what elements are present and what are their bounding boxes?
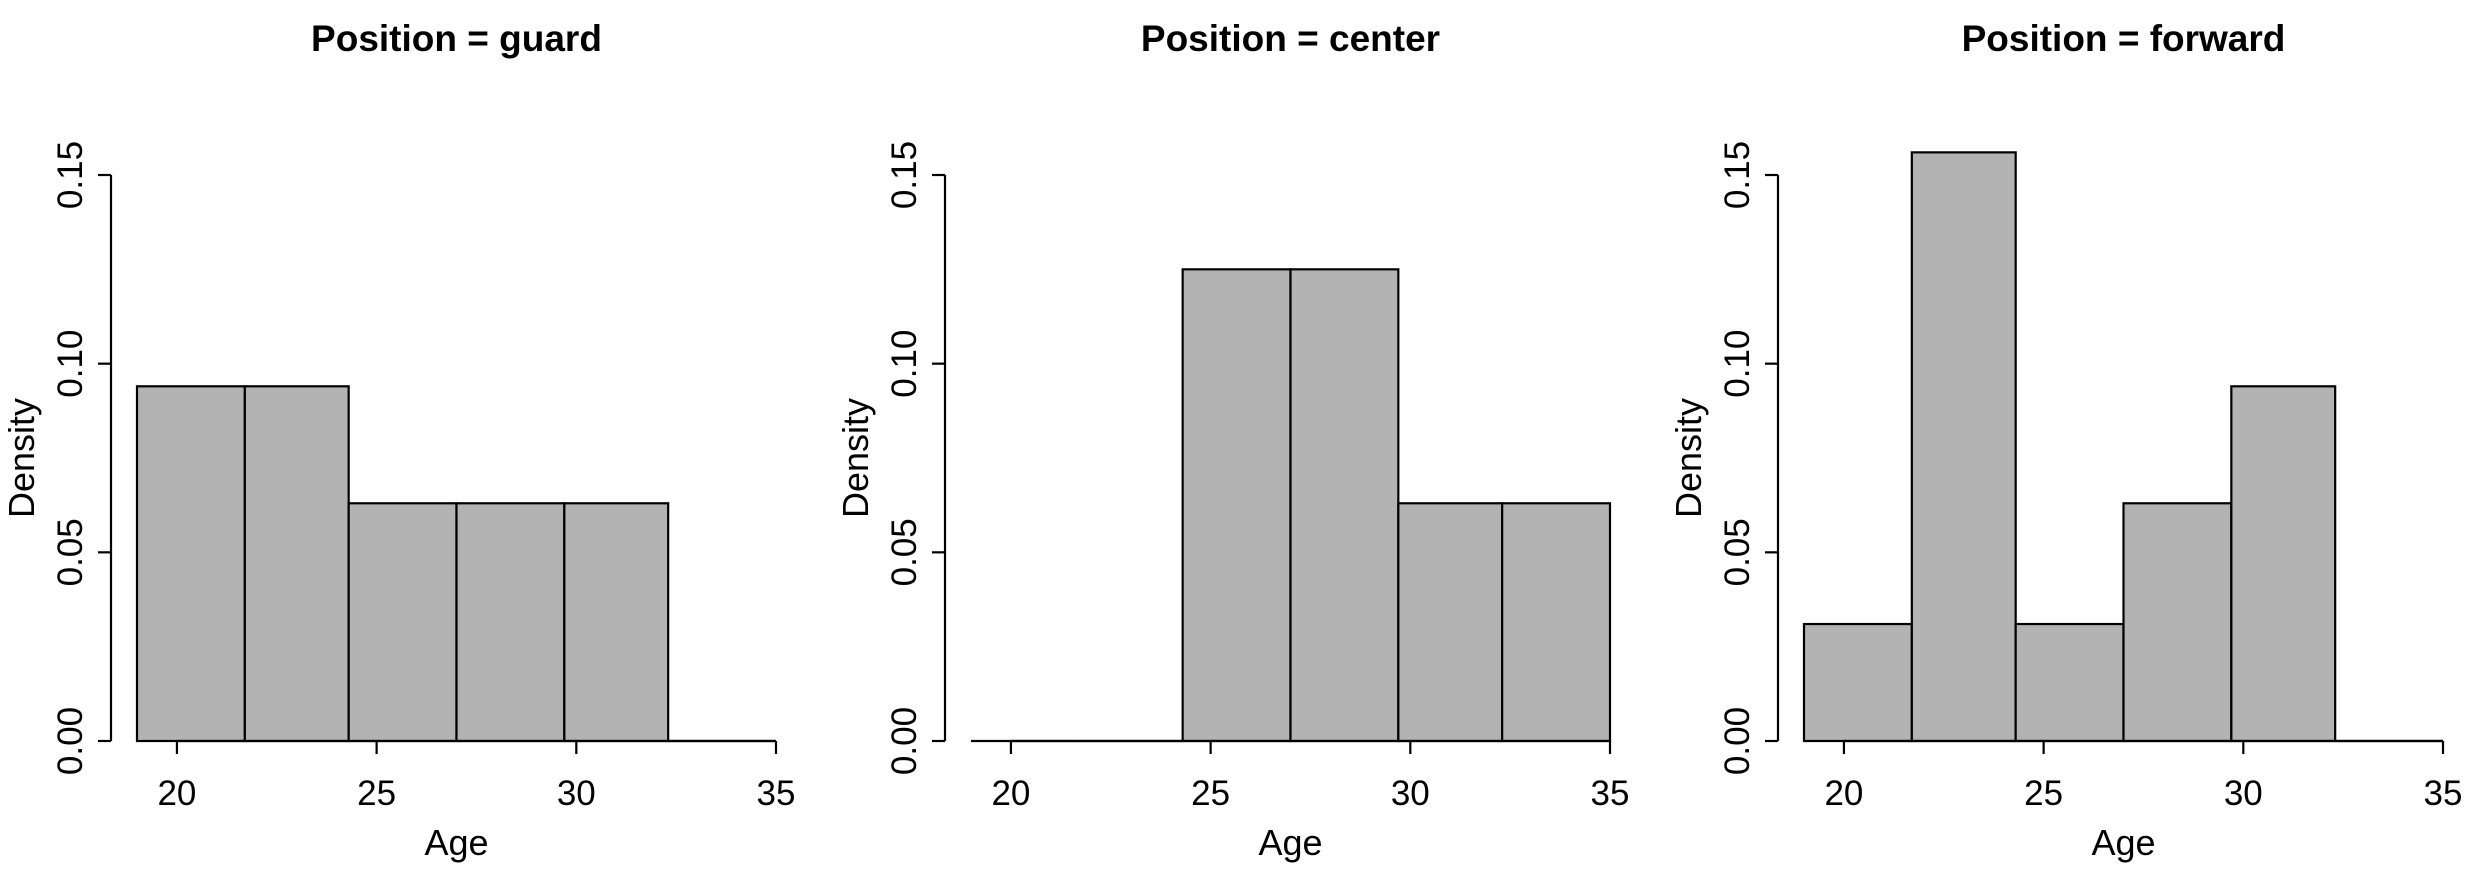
y-tick-label: 0.10 xyxy=(51,330,90,398)
x-tick-label: 35 xyxy=(757,774,796,813)
y-tick-label: 0.05 xyxy=(1718,518,1757,586)
histogram-bar xyxy=(243,385,350,743)
histogram-bar xyxy=(347,502,458,743)
y-tick-label: 0.10 xyxy=(1718,330,1757,398)
y-tick-label: 0.05 xyxy=(51,518,90,586)
panel-title: Position = guard xyxy=(311,18,602,59)
histogram-bar xyxy=(1802,622,1913,743)
histogram-panel-3: Position = forward 0.00 0.05 0.10 0.15 20 25 30… xyxy=(1668,18,2462,863)
panel-title: Position = forward xyxy=(1962,18,2286,59)
panel-title: Position = center xyxy=(1141,18,1440,59)
y-tick-label: 0.15 xyxy=(1718,141,1757,209)
x-axis-label: Age xyxy=(424,822,488,863)
x-tick-label: 25 xyxy=(1191,774,1230,813)
x-tick-label: 25 xyxy=(2024,774,2063,813)
x-tick-label: 20 xyxy=(157,774,196,813)
x-tick-label: 25 xyxy=(357,774,396,813)
y-axis-label: Density xyxy=(1668,398,1709,518)
histogram-bar xyxy=(1181,268,1292,743)
y-tick-label: 0.15 xyxy=(885,141,924,209)
y-tick-label: 0.00 xyxy=(1718,707,1757,775)
x-tick-label: 35 xyxy=(2424,774,2463,813)
histogram-bar xyxy=(2014,622,2125,743)
histogram-bar xyxy=(1910,151,2017,743)
x-tick-label: 30 xyxy=(557,774,596,813)
x-tick-label: 20 xyxy=(991,774,1030,813)
histogram-bar xyxy=(2122,502,2233,743)
histogram-bar xyxy=(455,502,566,743)
x-axis-label: Age xyxy=(1258,822,1322,863)
y-axis-label: Density xyxy=(835,398,876,518)
y-axis-label: Density xyxy=(1,398,42,518)
y-tick-label: 0.15 xyxy=(51,141,90,209)
histogram-bar xyxy=(135,385,246,743)
histogram-bar xyxy=(1501,502,1612,743)
y-tick-label: 0.00 xyxy=(51,707,90,775)
y-tick-label: 0.05 xyxy=(885,518,924,586)
histogram-bar xyxy=(2230,385,2337,743)
x-tick-label: 20 xyxy=(1824,774,1863,813)
x-tick-label: 30 xyxy=(1391,774,1430,813)
histogram-panel-2: Position = center 0.00 0.05 0.10 0.15 20 25 30 3… xyxy=(835,18,1629,863)
x-axis-label: Age xyxy=(2091,822,2155,863)
histogram-panel-1: Position = guard 0.00 0.05 0.10 0.15 20 25 30 35… xyxy=(1,18,795,863)
histogram-bar xyxy=(563,502,670,743)
x-tick-label: 30 xyxy=(2224,774,2263,813)
x-tick-label: 35 xyxy=(1591,774,1630,813)
histogram-bar xyxy=(1289,268,1400,743)
histogram-bar xyxy=(1397,502,1504,743)
y-tick-label: 0.10 xyxy=(885,330,924,398)
y-tick-label: 0.00 xyxy=(885,707,924,775)
